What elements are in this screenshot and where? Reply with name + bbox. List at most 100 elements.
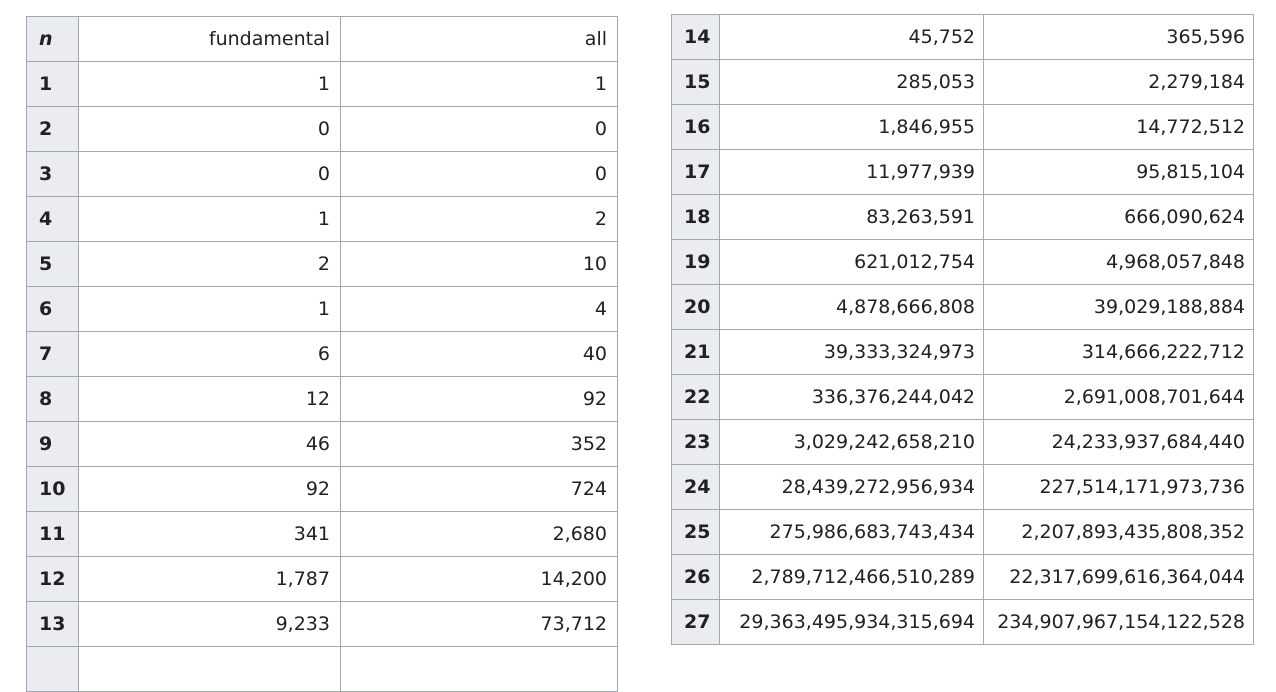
row-n-cell: 22 xyxy=(671,374,720,420)
table-row: 12 1,787 14,200 xyxy=(26,556,618,602)
cut-off-cell xyxy=(340,646,618,692)
all-cell: 14,772,512 xyxy=(983,104,1254,150)
row-n-cell: 14 xyxy=(671,14,720,60)
all-cell: 10 xyxy=(340,241,618,287)
fundamental-cell: 275,986,683,743,434 xyxy=(719,509,984,555)
row-n-cell: 15 xyxy=(671,59,720,105)
fundamental-cell: 9,233 xyxy=(78,601,341,647)
table-row: 18 83,263,591 666,090,624 xyxy=(671,194,1254,240)
row-n-cell: 23 xyxy=(671,419,720,465)
all-cell: 95,815,104 xyxy=(983,149,1254,195)
all-cell: 0 xyxy=(340,151,618,197)
table-row: 23 3,029,242,658,210 24,233,937,684,440 xyxy=(671,419,1254,465)
fundamental-cell: 83,263,591 xyxy=(719,194,984,240)
table-row: 27 29,363,495,934,315,694 234,907,967,154,… xyxy=(671,599,1254,645)
fundamental-cell: 45,752 xyxy=(719,14,984,60)
row-n-cell: 12 xyxy=(26,556,79,602)
row-n-cell: 16 xyxy=(671,104,720,150)
table-row: 17 11,977,939 95,815,104 xyxy=(671,149,1254,195)
row-n-cell: 7 xyxy=(26,331,79,377)
table-row: 26 2,789,712,466,510,289 22,317,699,616,36… xyxy=(671,554,1254,600)
fundamental-cell: 12 xyxy=(78,376,341,422)
header-row: n fundamental all xyxy=(26,16,618,62)
all-cell: 314,666,222,712 xyxy=(983,329,1254,375)
all-cell: 724 xyxy=(340,466,618,512)
row-n-cell: 27 xyxy=(671,599,720,645)
fundamental-cell: 0 xyxy=(78,151,341,197)
all-cell: 22,317,699,616,364,044 xyxy=(983,554,1254,600)
table-row: 21 39,333,324,973 314,666,222,712 xyxy=(671,329,1254,375)
table-row: 5 2 10 xyxy=(26,241,618,287)
table-row: 22 336,376,244,042 2,691,008,701,644 xyxy=(671,374,1254,420)
all-cell: 73,712 xyxy=(340,601,618,647)
table-row-cut-off xyxy=(26,646,618,692)
row-n-cell: 6 xyxy=(26,286,79,332)
all-cell: 4 xyxy=(340,286,618,332)
fundamental-cell: 92 xyxy=(78,466,341,512)
table-row: 24 28,439,272,956,934 227,514,171,973,736 xyxy=(671,464,1254,510)
fundamental-cell: 4,878,666,808 xyxy=(719,284,984,330)
all-cell: 1 xyxy=(340,61,618,107)
all-cell: 234,907,967,154,122,528 xyxy=(983,599,1254,645)
table-row: 14 45,752 365,596 xyxy=(671,14,1254,60)
row-n-cell: 8 xyxy=(26,376,79,422)
all-cell: 2,207,893,435,808,352 xyxy=(983,509,1254,555)
table-row: 16 1,846,955 14,772,512 xyxy=(671,104,1254,150)
all-cell: 0 xyxy=(340,106,618,152)
all-cell: 227,514,171,973,736 xyxy=(983,464,1254,510)
all-cell: 352 xyxy=(340,421,618,467)
all-cell: 2 xyxy=(340,196,618,242)
fundamental-cell: 1,787 xyxy=(78,556,341,602)
row-n-cell: 11 xyxy=(26,511,79,557)
all-cell: 14,200 xyxy=(340,556,618,602)
fundamental-cell: 0 xyxy=(78,106,341,152)
row-n-cell: 24 xyxy=(671,464,720,510)
row-n-cell: 5 xyxy=(26,241,79,287)
row-n-cell: 2 xyxy=(26,106,79,152)
row-n-cell: 3 xyxy=(26,151,79,197)
column-header-all: all xyxy=(340,16,618,62)
row-n-cell: 17 xyxy=(671,149,720,195)
table-row: 11 341 2,680 xyxy=(26,511,618,557)
all-cell: 2,680 xyxy=(340,511,618,557)
fundamental-cell: 1,846,955 xyxy=(719,104,984,150)
table-row: 7 6 40 xyxy=(26,331,618,377)
left-table: n fundamental all 1 1 1 2 0 0 3 0 0 4 1 2 5 2 10 6 1 4 7 6 4… xyxy=(26,16,618,692)
all-cell: 666,090,624 xyxy=(983,194,1254,240)
row-n-cell: 1 xyxy=(26,61,79,107)
left-table-body: 1 1 1 2 0 0 3 0 0 4 1 2 5 2 10 6 1 4 7 6 40 8 12 92 9 46 352 10 92 72… xyxy=(26,61,618,692)
all-cell: 39,029,188,884 xyxy=(983,284,1254,330)
column-header-fundamental: fundamental xyxy=(78,16,341,62)
row-n-cell: 21 xyxy=(671,329,720,375)
row-n-cell: 13 xyxy=(26,601,79,647)
row-n-cell: 10 xyxy=(26,466,79,512)
table-row: 20 4,878,666,808 39,029,188,884 xyxy=(671,284,1254,330)
right-table-body: 14 45,752 365,596 15 285,053 2,279,184 16 1,846… xyxy=(671,14,1254,645)
fundamental-cell: 28,439,272,956,934 xyxy=(719,464,984,510)
fundamental-cell: 621,012,754 xyxy=(719,239,984,285)
fundamental-cell: 341 xyxy=(78,511,341,557)
all-cell: 24,233,937,684,440 xyxy=(983,419,1254,465)
row-n-cell: 18 xyxy=(671,194,720,240)
row-n-cell: 4 xyxy=(26,196,79,242)
fundamental-cell: 29,363,495,934,315,694 xyxy=(719,599,984,645)
table-row: 9 46 352 xyxy=(26,421,618,467)
all-cell: 2,691,008,701,644 xyxy=(983,374,1254,420)
fundamental-cell: 336,376,244,042 xyxy=(719,374,984,420)
fundamental-cell: 2,789,712,466,510,289 xyxy=(719,554,984,600)
fundamental-cell: 3,029,242,658,210 xyxy=(719,419,984,465)
fundamental-cell: 11,977,939 xyxy=(719,149,984,195)
row-n-cell: 26 xyxy=(671,554,720,600)
right-table: 14 45,752 365,596 15 285,053 2,279,184 16 1,846… xyxy=(671,14,1254,645)
fundamental-cell: 285,053 xyxy=(719,59,984,105)
fundamental-cell: 1 xyxy=(78,286,341,332)
fundamental-cell: 39,333,324,973 xyxy=(719,329,984,375)
all-cell: 365,596 xyxy=(983,14,1254,60)
fundamental-cell: 1 xyxy=(78,61,341,107)
row-n-cell: 25 xyxy=(671,509,720,555)
